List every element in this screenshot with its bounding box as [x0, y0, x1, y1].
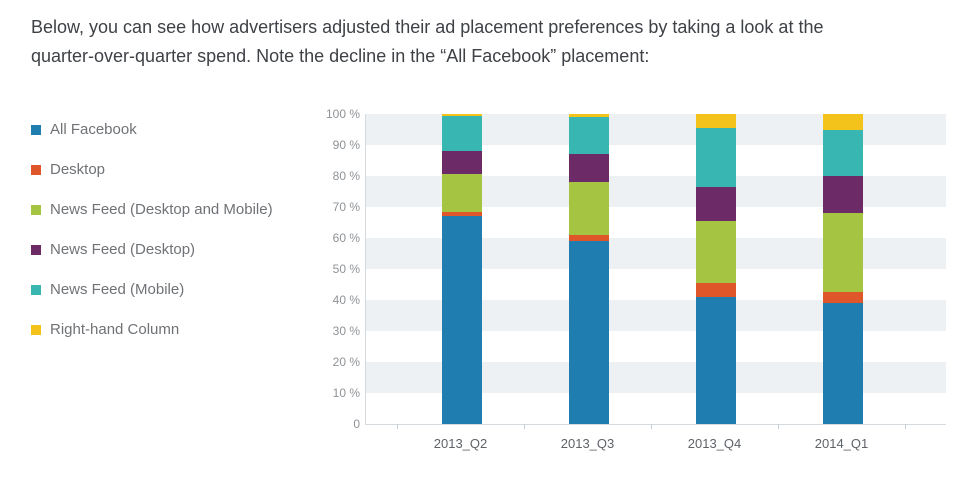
bar-segment-desktop: [822, 292, 863, 304]
bar-column: [441, 114, 482, 424]
stacked-bar-2013-q4: [652, 114, 779, 424]
bar-segment-news-feed-desktop-and-mobile: [568, 182, 609, 235]
bar-column: [822, 114, 863, 424]
y-axis-label: 20 %: [332, 355, 360, 369]
intro-line-2: quarter-over-quarter spend. Note the dec…: [31, 46, 650, 66]
bar-segment-news-feed-desktop-and-mobile: [695, 220, 736, 283]
legend-item-right-hand-column: Right-hand Column: [31, 321, 310, 338]
y-axis-label: 0: [353, 417, 360, 431]
y-axis-label: 50 %: [332, 262, 360, 276]
legend-label: All Facebook: [50, 121, 137, 138]
legend-item-all-facebook: All Facebook: [31, 121, 310, 138]
x-axis-tick: [778, 424, 779, 429]
y-axis-label: 80 %: [332, 169, 360, 183]
y-axis-label: 90 %: [332, 138, 360, 152]
legend-item-desktop: Desktop: [31, 161, 310, 178]
bar-segment-news-feed-desktop: [568, 154, 609, 183]
chart-panel: 100 % 90 % 80 % 70 % 60 % 50 % 40 % 30 % 20 % 10 …: [310, 107, 950, 474]
bar-segment-desktop: [568, 234, 609, 242]
x-axis-tick: [651, 424, 652, 429]
legend-item-news-feed-desktop-and-mobile: News Feed (Desktop and Mobile): [31, 201, 310, 218]
legend-swatch-icon: [31, 164, 41, 175]
y-axis-label: 60 %: [332, 231, 360, 245]
bar-column: [695, 114, 736, 424]
y-axis-label: 100 %: [325, 107, 360, 121]
x-axis-label: 2013_Q3: [560, 436, 615, 451]
legend-swatch-icon: [31, 124, 41, 135]
bar-segment-desktop: [441, 211, 482, 217]
bar-segment-all-facebook: [822, 303, 863, 424]
bar-segment-news-feed-desktop: [695, 186, 736, 221]
x-axis-label: 2014_Q1: [814, 436, 869, 451]
legend-swatch-icon: [31, 284, 41, 295]
x-axis-tick: [524, 424, 525, 429]
legend-label: Right-hand Column: [50, 321, 180, 338]
legend-label: Desktop: [50, 161, 106, 178]
bar-segment-news-feed-mobile: [822, 129, 863, 177]
bar-segment-all-facebook: [441, 216, 482, 424]
bar-segment-desktop: [695, 282, 736, 297]
bar-segment-news-feed-desktop-and-mobile: [822, 213, 863, 293]
x-axis-tick: [905, 424, 906, 429]
legend-label: News Feed (Mobile): [50, 281, 185, 298]
bar-segment-all-facebook: [568, 241, 609, 424]
bar-segment-news-feed-desktop: [441, 151, 482, 175]
x-axis-label: 2013_Q2: [433, 436, 488, 451]
legend-label: News Feed (Desktop and Mobile): [50, 201, 273, 218]
legend-item-news-feed-desktop: News Feed (Desktop): [31, 241, 310, 258]
bar-segment-all-facebook: [695, 296, 736, 424]
legend-label: News Feed (Desktop): [50, 241, 196, 258]
plot-area: [365, 114, 946, 425]
y-axis-label: 10 %: [332, 386, 360, 400]
stacked-bar-2013-q3: [525, 114, 652, 424]
legend-item-news-feed-mobile: News Feed (Mobile): [31, 281, 310, 298]
bar-segment-right-hand-column: [695, 114, 736, 128]
bar-segment-right-hand-column: [441, 114, 482, 116]
stacked-bar-2013-q2: [398, 114, 525, 424]
stacked-bar-2014-q1: [779, 114, 906, 424]
placement-spend-chart: All Facebook Desktop News Feed (Desktop an…: [0, 107, 960, 474]
intro-paragraph: Below, you can see how advertisers adjus…: [0, 0, 960, 71]
bar-segment-news-feed-desktop: [822, 176, 863, 214]
chart-legend: All Facebook Desktop News Feed (Desktop an…: [0, 109, 310, 474]
legend-swatch-icon: [31, 244, 41, 255]
bar-segment-news-feed-mobile: [568, 117, 609, 155]
x-axis-tick: [397, 424, 398, 429]
bar-segment-news-feed-mobile: [441, 115, 482, 152]
bar-segment-right-hand-column: [822, 114, 863, 130]
x-axis-label: 2013_Q4: [687, 436, 742, 451]
legend-swatch-icon: [31, 204, 41, 215]
bar-segment-news-feed-desktop-and-mobile: [441, 174, 482, 212]
bar-segment-right-hand-column: [568, 114, 609, 118]
y-axis-label: 30 %: [332, 324, 360, 338]
intro-line-1: Below, you can see how advertisers adjus…: [31, 17, 824, 37]
bar-segment-news-feed-mobile: [695, 127, 736, 187]
y-axis-label: 70 %: [332, 200, 360, 214]
legend-swatch-icon: [31, 324, 41, 335]
y-axis-label: 40 %: [332, 293, 360, 307]
bar-column: [568, 114, 609, 424]
